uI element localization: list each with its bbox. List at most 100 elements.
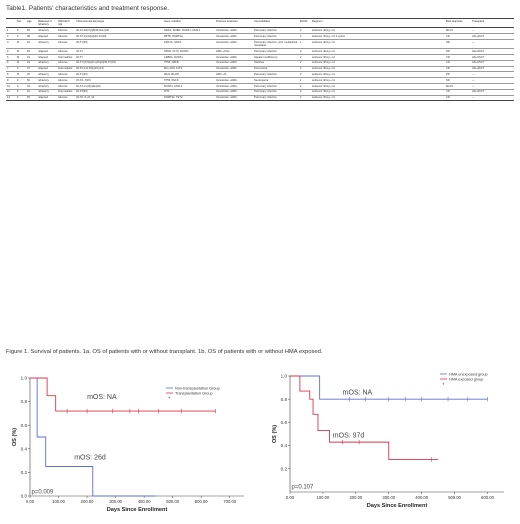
table-cell: 31	[26, 54, 37, 61]
table-cell: relapsed	[37, 33, 57, 40]
table-cell: selinexor 40mg + IA	[311, 60, 445, 67]
x-tick-label: 0.00	[26, 499, 35, 504]
table-cell: Allo-HSCT	[471, 89, 514, 96]
table-cell: CR	[445, 89, 471, 96]
table-cell: MLL-AF9, FLT3	[163, 66, 215, 73]
x-tick-label: 500.00	[166, 499, 179, 504]
table-cell: Adverse	[57, 71, 75, 79]
table-row: 5 M 31 relapsed Intermediate 46,XY CEBPA, RUNX…	[6, 54, 514, 61]
table-cell: 12	[6, 95, 16, 102]
table-cell: Venetoclax +HMA	[215, 83, 253, 90]
table-cell: 2	[299, 54, 311, 61]
table-cell: NR	[445, 39, 471, 50]
table-cell: refractory	[37, 77, 57, 84]
table-cell: 5	[6, 54, 16, 61]
table-cell: Adverse	[57, 77, 75, 84]
table-cell: MLFS	[445, 27, 471, 35]
x-tick-label: 200.00	[349, 495, 362, 500]
table-cell: 36	[26, 71, 37, 79]
table-cell: 1	[6, 27, 16, 35]
table-cell: 2	[299, 66, 311, 73]
table-cell: Venetoclax +HMA	[215, 89, 253, 96]
table-cell: Venetoclax +HMA	[215, 60, 253, 67]
table-header-cell: Chromosomal karyotype	[75, 17, 163, 29]
table-cell: Intermediate	[57, 66, 75, 73]
table-header-cell: Regimen	[311, 17, 445, 29]
table-cell: refractory	[37, 83, 57, 90]
table-cell: KMT2A, NRAS	[163, 39, 215, 50]
table-cell: selinexor 40mg + IA	[311, 27, 445, 35]
table-cell: 2	[299, 48, 311, 56]
table-cell: —	[471, 27, 514, 35]
table-cell: F	[16, 27, 26, 35]
table-cell: selinexor 40mg + IA	[311, 54, 445, 61]
table-cell: Pulmonary infection	[253, 71, 299, 79]
table-cell: ZBTB, DNMT3A	[163, 33, 215, 40]
table-cell: 46,XY[20]	[75, 39, 163, 50]
table-cell: 1	[299, 77, 311, 84]
table-cell: Pulmonary infection, prior mediastinal m…	[253, 39, 299, 50]
table-cell: relapsed	[37, 48, 57, 56]
table-cell: Pulmonary infection	[253, 89, 299, 96]
table-cell: M	[16, 39, 26, 50]
table-cell: NRAS, SF3B1, RUNX1, ASXL1	[163, 27, 215, 35]
table-cell: 46,XX,del(7q)[8]/46,idem[12]	[75, 27, 163, 35]
table-cell: 50	[26, 77, 37, 84]
table-cell: selinexor 40mg + IA	[311, 89, 445, 96]
legend-entry: +	[442, 381, 445, 386]
table-cell: IDH1, BCOR	[163, 71, 215, 79]
table-cell: refractory	[37, 89, 57, 96]
x-tick-label: 400.00	[415, 495, 428, 500]
x-tick-label: 400.00	[138, 499, 151, 504]
table-cell: Pulmonary infection	[253, 83, 299, 90]
table-header-cell: Gene mutation	[163, 17, 215, 29]
table-cell: CR	[445, 66, 471, 73]
table-cell: CEBPA, RUNX1	[163, 54, 215, 61]
table-header-row: Sex Age Relapsed or refractory 2022 ELN ris…	[6, 17, 514, 29]
table-cell: CR	[445, 95, 471, 102]
y-tick-label: 1.0	[281, 374, 288, 379]
table-cell: 2	[299, 89, 311, 96]
table-cell: 4	[6, 48, 16, 56]
table-header-cell: Sex	[16, 17, 26, 29]
annotation: mOS: 26d	[74, 454, 106, 461]
legend-entry: HMA exposed group	[449, 377, 483, 381]
table-cell: 46,XX,-5,+8,-12	[75, 95, 163, 102]
table-cell: 46,XY,t(3;5)(q21;q31)[2]/46,XY[18]	[75, 60, 163, 67]
annotation: p=0.107	[292, 485, 315, 491]
table-cell: 49	[26, 60, 37, 67]
table-cell: M	[16, 54, 26, 61]
table-cell: Allo-HSCT	[471, 48, 514, 56]
annotation: mOS: NA	[87, 394, 117, 401]
table-cell: Pulmonary infection	[253, 95, 299, 102]
table-cell: selinexor 40mg + IA	[311, 39, 445, 50]
km-curve-2	[30, 377, 216, 412]
table-cell: refractory	[37, 71, 57, 79]
legend-entry: HMA unexposed group	[449, 372, 488, 376]
km-curve-1	[30, 377, 156, 497]
y-tick-label: 0.8	[21, 399, 28, 404]
table-cell: DNMT3A, TET2	[163, 95, 215, 102]
annotation: mOS: NA	[343, 390, 373, 397]
table-cell: 2	[299, 27, 311, 35]
table-cell: refractory	[37, 39, 57, 50]
table-row: 7 F 27 relapsed Intermediate 46,XX,t(11;19)(q…	[6, 66, 514, 73]
table-cell: refractory	[37, 60, 57, 67]
table-cell: 46,XY	[75, 48, 163, 56]
table-cell: WT1	[163, 89, 215, 96]
table-cell: selinexor 40mg + IA	[311, 83, 445, 90]
table-cell: 2	[299, 83, 311, 90]
table-cell: 9	[6, 77, 16, 84]
table-cell: M	[16, 71, 26, 79]
km-chart-transplant: 0.0 0.2 0.4 0.6 0.8 1.0 0.00 100.00 200.00 300.00…	[12, 376, 244, 513]
table-header-cell: Relapsed or refractory	[37, 17, 57, 29]
table-cell: refractory	[37, 27, 57, 35]
table-cell: F	[16, 83, 26, 90]
table-cell: relapsed	[37, 54, 57, 61]
table-cell: 27	[26, 66, 37, 73]
legend-entry: +	[168, 395, 171, 400]
table-cell: NPM1, FLT3, RUNX1	[163, 48, 215, 56]
table-cell: F	[16, 95, 26, 102]
table-cell: Adverse	[57, 39, 75, 50]
table-cell: selinexor 40mg + IA	[311, 71, 445, 79]
